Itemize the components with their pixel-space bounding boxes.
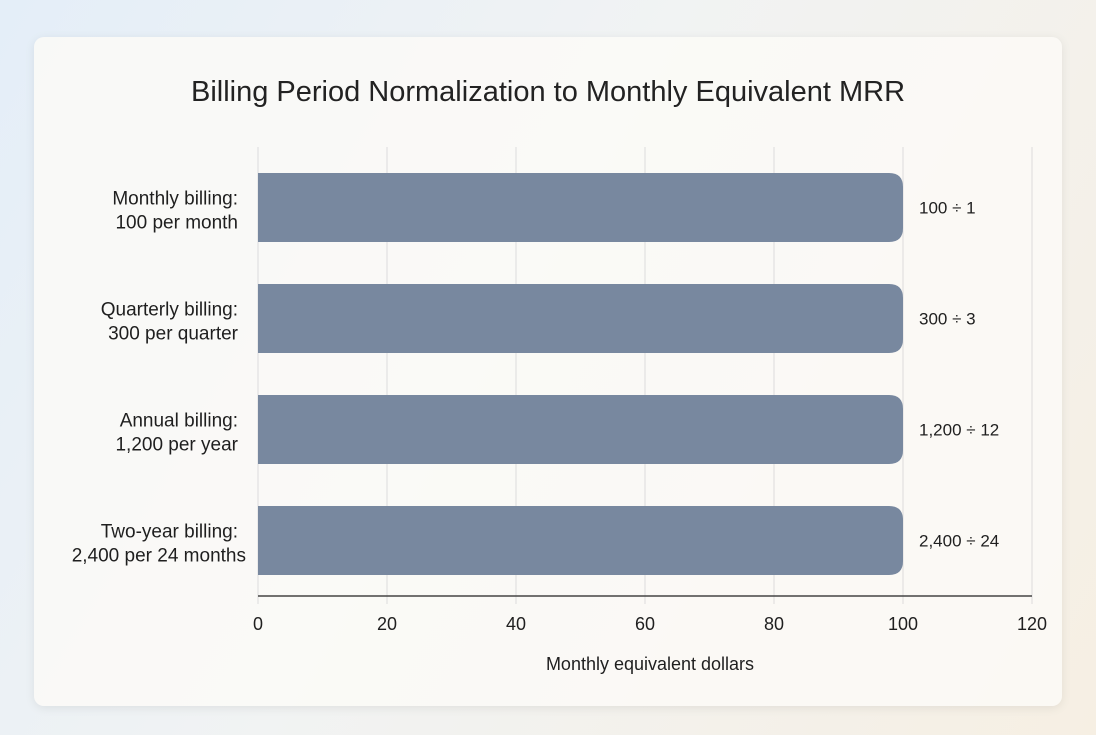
- chart-card: [34, 37, 1062, 706]
- bar: [258, 284, 903, 353]
- category-label-line1: Two-year billing:: [101, 522, 238, 543]
- bar: [258, 395, 903, 464]
- x-tick-label: 20: [377, 614, 397, 634]
- category-label-line2: 300 per quarter: [108, 324, 239, 345]
- category-label-line2: 100 per month: [115, 213, 238, 234]
- x-axis-label: Monthly equivalent dollars: [546, 654, 754, 674]
- bar-annotation: 300 ÷ 3: [919, 310, 976, 329]
- bar-annotation: 2,400 ÷ 24: [919, 532, 999, 551]
- bar-annotation: 100 ÷ 1: [919, 199, 976, 218]
- bar-annotation: 1,200 ÷ 12: [919, 421, 999, 440]
- category-label-line2: 2,400 per 24 months: [72, 546, 246, 567]
- x-tick-label: 40: [506, 614, 526, 634]
- category-label-line1: Quarterly billing:: [101, 300, 238, 321]
- bar: [258, 173, 903, 242]
- x-tick-label: 100: [888, 614, 918, 634]
- category-label-line1: Monthly billing:: [112, 189, 238, 210]
- category-label-line1: Annual billing:: [120, 411, 238, 432]
- x-tick-label: 0: [253, 614, 263, 634]
- chart-title: Billing Period Normalization to Monthly …: [190, 76, 906, 108]
- x-tick-label: 120: [1017, 614, 1047, 634]
- x-tick-label: 80: [764, 614, 784, 634]
- x-tick-label: 60: [635, 614, 655, 634]
- category-label-line2: 1,200 per year: [115, 435, 238, 456]
- bar: [258, 506, 903, 575]
